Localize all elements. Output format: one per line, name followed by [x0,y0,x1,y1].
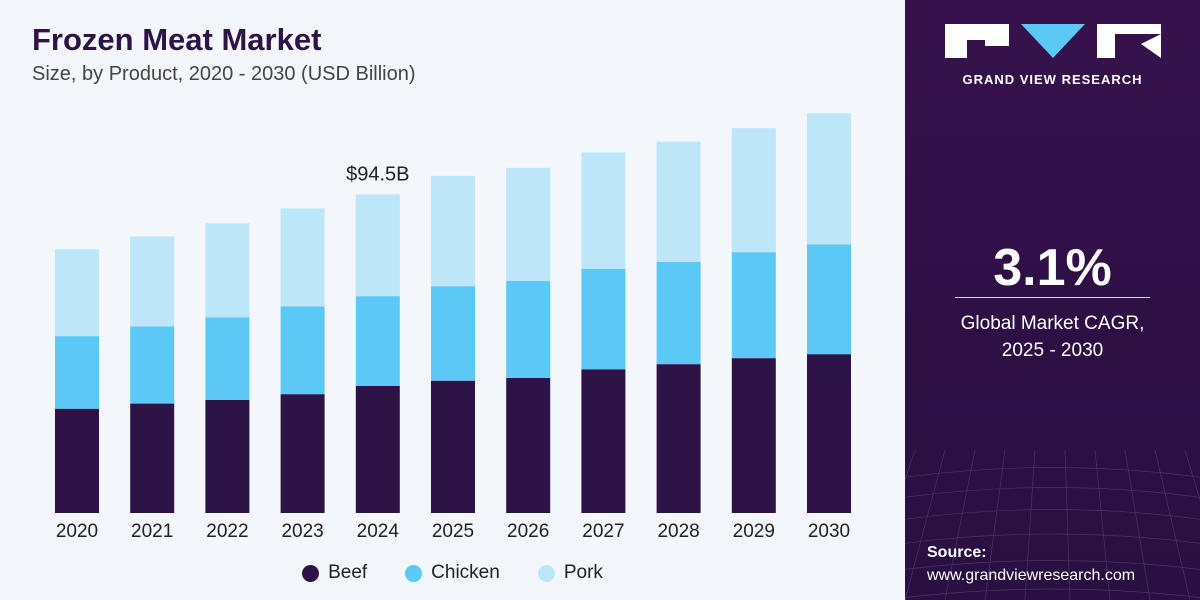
bar-chicken-2024 [355,296,400,386]
chart-panel: Frozen Meat Market Size, by Product, 202… [0,0,905,600]
bar-pork-2020 [55,249,99,337]
sidebar-panel: GRAND VIEW RESEARCH 3.1% Global Market C… [905,0,1200,600]
brand-name: GRAND VIEW RESEARCH [962,72,1143,87]
cagr-value: 3.1% [993,239,1112,297]
bar-pork-2021 [130,236,175,327]
logo-triangle-v [1021,24,1085,58]
bar-chicken-2028 [656,261,701,365]
bar-pork-2026 [506,167,551,281]
bar-beef-2024 [355,385,400,513]
x-tick-label: 2023 [281,521,323,542]
x-tick-label: 2029 [733,521,775,542]
x-tick-label: 2020 [56,521,98,542]
bar-beef-2030 [807,354,851,513]
bar-chicken-2025 [431,286,475,381]
x-tick-label: 2026 [507,521,549,542]
legend-label: Pork [563,562,603,583]
chart-legend: Beef Chicken Pork [0,562,905,584]
legend-item-beef: Beef [302,562,367,584]
bar-pork-2029 [731,128,776,253]
cagr-divider [955,297,1150,298]
bar-chicken-2026 [506,281,551,378]
bar-chicken-2020 [55,336,99,409]
bar-chicken-2030 [807,244,851,355]
logo-g-bar [985,40,1009,46]
bar-beef-2029 [731,358,776,513]
bar-chicken-2023 [280,306,325,395]
x-tick-label: 2027 [582,521,624,542]
bar-chicken-2021 [130,326,175,404]
bar-beef-2027 [581,369,626,513]
legend-swatch-icon [302,564,320,582]
decorative-grid [905,450,1200,600]
x-tick-label: 2021 [131,521,173,542]
legend-swatch-icon [537,564,555,582]
x-tick-label: 2030 [808,521,850,542]
bar-chicken-2027 [581,269,626,370]
bar-beef-2022 [205,399,250,513]
bar-pork-2030 [807,113,851,245]
x-tick-label: 2024 [357,521,400,542]
data-label-2024: $94.5B [346,163,409,185]
bar-pork-2028 [656,141,701,262]
bar-beef-2021 [130,403,175,513]
source-title: Source: [927,544,987,561]
bar-beef-2028 [656,364,701,513]
bar-chicken-2022 [205,317,250,400]
bar-beef-2023 [280,394,325,513]
x-tick-label: 2028 [657,521,699,542]
bar-pork-2025 [431,175,475,287]
source-link[interactable]: www.grandviewresearch.com [927,567,1136,584]
bar-beef-2026 [506,377,551,513]
cagr-label: Global Market CAGR, 2025 - 2030 [905,310,1200,364]
stacked-bar-chart: 2020 2021 2022 2023 2024 2025 2026 2027 2028 2029… [55,113,851,542]
logo-r-cut [1115,34,1161,58]
bar-chicken-2029 [731,252,776,359]
bar-pork-2024 [355,194,400,297]
x-tick-label: 2022 [206,521,248,542]
legend-swatch-icon [405,564,423,582]
cagr-label-line2: 2025 - 2030 [1001,340,1104,361]
bar-beef-2020 [55,408,99,513]
chart-title: Frozen Meat Market [32,22,322,57]
gvr-logo [945,24,1161,58]
bar-beef-2025 [431,380,475,513]
legend-item-pork: Pork [537,562,603,584]
cagr-label-line1: Global Market CAGR, [960,313,1145,334]
legend-item-chicken: Chicken [405,562,500,584]
bar-pork-2027 [581,152,626,269]
legend-label: Beef [328,562,368,583]
chart-subtitle: Size, by Product, 2020 - 2030 (USD Billi… [32,63,416,85]
bar-pork-2022 [205,223,250,318]
legend-label: Chicken [431,562,500,583]
bar-pork-2023 [280,208,325,307]
x-tick-label: 2025 [432,521,474,542]
